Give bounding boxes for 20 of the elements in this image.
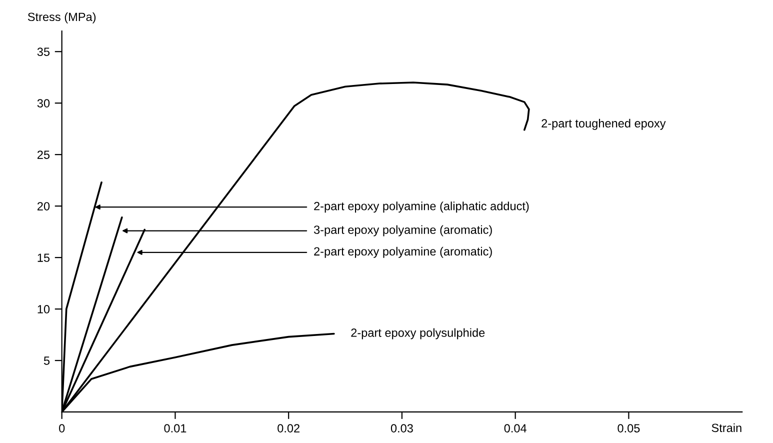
x-tick-label: 0.01 bbox=[164, 424, 186, 432]
annotation: 2-part epoxy polyamine (aliphatic adduct) bbox=[314, 202, 529, 213]
y-tick-label: 5 bbox=[44, 356, 50, 365]
y-tick-label: 20 bbox=[38, 202, 50, 210]
y-tick-label: 15 bbox=[38, 254, 50, 262]
x-tick-label: 0.02 bbox=[278, 424, 300, 432]
series-label: 2-part toughened epoxy bbox=[542, 118, 666, 130]
x-tick-label: 0.05 bbox=[618, 424, 640, 432]
x-tick-label: 0 bbox=[59, 424, 65, 432]
x-axis-title: Strain bbox=[712, 423, 742, 432]
x-tick-label: 0.03 bbox=[390, 424, 413, 432]
y-axis-title: Stress (MPa) bbox=[28, 12, 96, 24]
y-tick-label: 35 bbox=[37, 48, 50, 56]
series-label: 2-part epoxy polysulphide bbox=[351, 328, 485, 340]
x-tick-label: 0.04 bbox=[504, 424, 526, 432]
annotation: 3-part epoxy polyamine (aromatic) bbox=[314, 225, 492, 236]
y-tick-label: 25 bbox=[38, 150, 50, 159]
annotation: 2-part epoxy polyamine (aromatic) bbox=[314, 246, 492, 258]
y-tick-label: 30 bbox=[37, 99, 50, 108]
y-tick-label: 10 bbox=[38, 305, 50, 314]
